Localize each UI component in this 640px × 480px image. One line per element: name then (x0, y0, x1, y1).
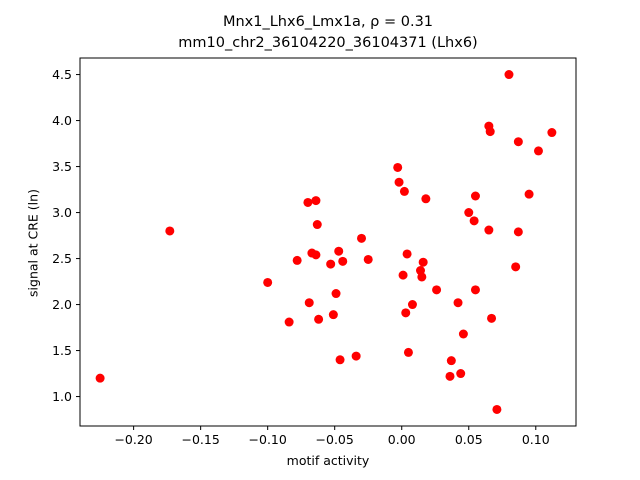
data-point (470, 285, 480, 295)
data-point (335, 355, 345, 365)
data-point (484, 225, 494, 235)
x-tick-label: 0.10 (522, 432, 550, 447)
y-tick-label: 3.0 (52, 205, 72, 220)
data-point (547, 128, 557, 138)
data-point (504, 70, 514, 80)
data-point (432, 285, 442, 295)
data-point (304, 298, 314, 308)
data-point (446, 356, 456, 366)
y-axis-label: signal at CRE (ln) (25, 189, 41, 297)
data-point (418, 257, 428, 267)
data-point (314, 314, 324, 324)
data-point (464, 208, 474, 218)
x-tick-label: −0.20 (114, 432, 152, 447)
data-point (398, 270, 408, 280)
data-point (394, 177, 404, 187)
data-point (303, 197, 313, 207)
data-point (403, 347, 413, 357)
data-point (393, 162, 403, 172)
data-point (165, 226, 175, 236)
data-point (511, 262, 521, 272)
x-axis-label: motif activity (286, 453, 370, 468)
plot-frame (79, 57, 577, 427)
y-tick-label: 2.0 (52, 297, 72, 312)
data-point (351, 351, 361, 361)
data-point (328, 310, 338, 320)
data-point (402, 249, 412, 259)
data-point (513, 137, 523, 147)
x-tick-label: −0.15 (181, 432, 219, 447)
data-point (284, 317, 294, 327)
chart-title-line2: mm10_chr2_36104220_36104371 (Lhx6) (178, 35, 478, 51)
x-tick-label: 0.00 (388, 432, 416, 447)
data-point (524, 189, 534, 199)
data-point (407, 300, 417, 310)
data-point (311, 250, 321, 260)
data-point (445, 371, 455, 381)
data-point (263, 277, 273, 287)
data-point (331, 289, 341, 299)
data-point (470, 191, 480, 201)
y-tick-label: 1.0 (52, 389, 72, 404)
chart-title-line1: Mnx1_Lhx6_Lmx1a, ρ = 0.31 (222, 14, 434, 30)
data-points (95, 70, 557, 414)
x-axis-ticks: −0.20 −0.15 −0.10 −0.05 0.00 0.05 0.10 (114, 426, 550, 447)
data-point (401, 308, 411, 318)
y-tick-label: 4.0 (52, 113, 72, 128)
data-point (338, 256, 348, 266)
data-point (492, 404, 502, 414)
data-point (458, 329, 468, 339)
x-tick-label: −0.05 (316, 432, 354, 447)
x-tick-label: 0.05 (455, 432, 483, 447)
data-point (453, 298, 463, 308)
data-point (533, 146, 543, 156)
data-point (421, 194, 431, 204)
x-tick-label: −0.10 (249, 432, 287, 447)
data-point (95, 373, 105, 383)
data-point (292, 255, 302, 265)
y-tick-label: 2.5 (52, 251, 72, 266)
y-axis-ticks: 1.0 1.5 2.0 2.5 3.0 3.5 4.0 4.5 (52, 67, 80, 404)
data-point (513, 227, 523, 237)
y-tick-label: 1.5 (52, 343, 72, 358)
data-point (469, 216, 479, 226)
data-point (399, 186, 409, 196)
y-tick-label: 3.5 (52, 159, 72, 174)
data-point (417, 272, 427, 282)
y-tick-label: 4.5 (52, 67, 72, 82)
data-point (326, 259, 336, 269)
data-point (487, 313, 497, 323)
data-point (311, 196, 321, 206)
data-point (312, 220, 322, 230)
data-point (456, 369, 466, 379)
data-point (363, 254, 373, 264)
data-point (357, 233, 367, 243)
data-point (334, 246, 344, 256)
data-point (485, 127, 495, 137)
